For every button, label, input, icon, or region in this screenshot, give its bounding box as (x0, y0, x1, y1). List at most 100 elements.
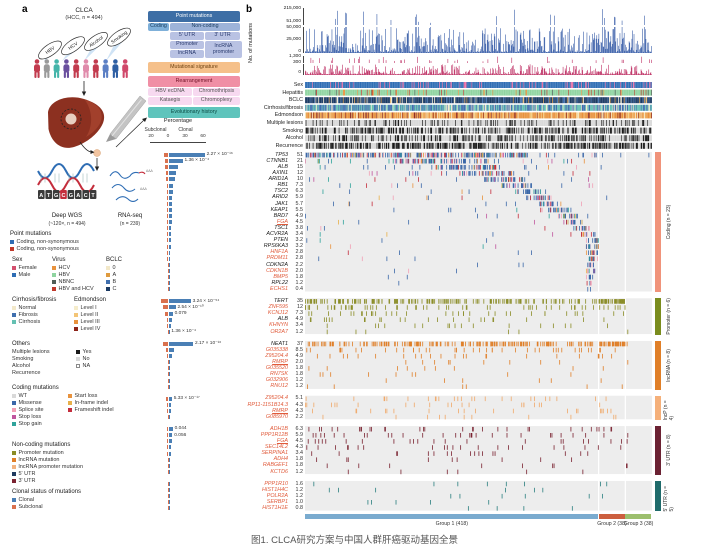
legend-label: 3' UTR (18, 477, 36, 484)
legend-swatch (106, 265, 110, 270)
gene-row: G032906 1.2 (240, 377, 303, 383)
section-color-bar (655, 426, 661, 475)
legend-swatch (12, 319, 16, 324)
clonal-bar (168, 341, 194, 346)
svg-text:HBV: HBV (45, 45, 57, 56)
gene-frequency: 4.9 (295, 352, 304, 359)
legend-row-label: Alcohol (12, 362, 50, 369)
legend-coding-mutations: Coding mutations WT Missense Splice site St… (12, 384, 59, 427)
legend-item: In-frame indel (68, 399, 114, 406)
clonal-bar (168, 183, 174, 188)
gene-row: PTEN 3.2 (240, 237, 303, 243)
subclonal-bar (166, 354, 168, 359)
legend-virus: Virus HCV HBV NBNC HBV and HCV (52, 256, 94, 292)
legend-item: Start loss (68, 392, 114, 399)
gene-row: ACVR2A 3.4 (240, 231, 303, 237)
gene-frequency: 12 (297, 304, 303, 311)
gene-frequency: 51 (297, 151, 303, 158)
gene-frequency: 37 (297, 340, 303, 347)
legend-swatch (12, 450, 16, 455)
legend-label: Multiple lesions (12, 348, 50, 355)
clonal-bar (168, 488, 170, 492)
legend-edmondson: Edmondson Level I Level II Level III Level … (74, 296, 106, 332)
gene-row: CDKN1B 2.0 (240, 268, 303, 274)
legend-item: HBV and HCV (52, 285, 94, 292)
section-label: lncRNA (n = 8) (666, 348, 672, 382)
legend-item: Fibrosis (12, 311, 56, 318)
subclonal-bar (164, 159, 168, 164)
clonal-bar (168, 250, 171, 255)
gene-frequency: 2.8 (295, 249, 304, 256)
legend-label: Promoter mutation (18, 449, 64, 456)
clonal-bar (168, 177, 176, 182)
legend-label: Clonal (18, 496, 35, 503)
clonal-bar (168, 220, 172, 225)
gene-name: ALB (277, 163, 288, 170)
legend-swatch (12, 393, 16, 398)
legend-label: Stop loss (18, 413, 42, 420)
legend-label: B (112, 278, 117, 285)
legend-item: Level II (74, 311, 106, 318)
gene-frequency: 4.3 (295, 407, 304, 414)
gene-row: RP11-1151B14.3 4.3 (240, 402, 303, 408)
clonal-bar (168, 360, 170, 365)
gene-frequency: 4.9 (295, 316, 304, 323)
rna-label: RNA-seq (117, 213, 143, 219)
gene-frequency: 1.8 (295, 456, 304, 463)
person-icon (122, 59, 129, 78)
legend-label: C (112, 285, 117, 292)
box-hbv-ecdna: HBV ecDNA (148, 88, 192, 96)
clonal-bar (168, 396, 172, 401)
legend-label: HBV (58, 271, 70, 278)
group-bar (305, 514, 598, 520)
box-3utr: 3' UTR (205, 32, 240, 40)
gene-name: G035520 (265, 365, 288, 372)
clonal-bar (168, 262, 171, 267)
legend-swatch (68, 393, 72, 398)
track-label: Hepatitis (282, 89, 303, 96)
arrow-sample-to-dna (94, 158, 100, 171)
gene-name: AXIN1 (272, 170, 288, 177)
legend-coding-mutations-col2: Start loss In-frame indel Frameshift indel (68, 392, 114, 413)
legend-swatch (10, 239, 14, 244)
legend-label: Missense (18, 399, 42, 406)
gene-name: ARID2 (272, 194, 288, 201)
gene-name: RABGEF1 (262, 462, 288, 469)
gene-name: RMRP (272, 407, 288, 414)
legend-swatch (12, 305, 16, 310)
gene-frequency: 4.3 (295, 444, 304, 451)
svg-text:C: C (62, 193, 66, 199)
legend-swatch (68, 400, 72, 405)
section-color-bar (655, 298, 661, 335)
legend-swatch (12, 272, 16, 277)
snv-axis-0: 0 (298, 49, 301, 54)
gene-frequency: 12 (297, 170, 303, 177)
axis-tick-60: 60 (200, 134, 206, 139)
gene-row: PPP1R10 1.6 (240, 481, 303, 487)
subclonal-bar (167, 226, 168, 231)
clonal-bar (168, 317, 172, 322)
subclonal-bar (167, 445, 168, 450)
axis-tick-0: 0 (166, 134, 170, 139)
wgs-label: Deep WGS (51, 213, 83, 219)
legend-item: Yes (76, 348, 91, 355)
clonal-bar (168, 226, 172, 231)
gene-name: RB1 (277, 182, 289, 189)
legend-item: Normal (12, 304, 56, 311)
gene-frequency: 0.4 (295, 285, 304, 292)
legend-item: NBNC (52, 278, 94, 285)
gene-name: KHNYN (269, 322, 288, 329)
subclonal-bar (166, 177, 168, 182)
gene-row: SERPINA1 3.4 (240, 450, 303, 456)
legend-swatch (12, 407, 16, 412)
legend-label: No (82, 355, 90, 362)
gene-name: RPS6KA3 (263, 243, 288, 250)
gene-frequency: 1.2 (295, 486, 304, 493)
clonal-bar (168, 427, 173, 432)
subclonal-bar (166, 189, 168, 194)
section-label: IncP (n = 4) (663, 400, 675, 421)
clonal-bar (168, 481, 170, 486)
gene-row: G035338 8.5 (240, 347, 303, 353)
clonal-bar (168, 189, 173, 194)
